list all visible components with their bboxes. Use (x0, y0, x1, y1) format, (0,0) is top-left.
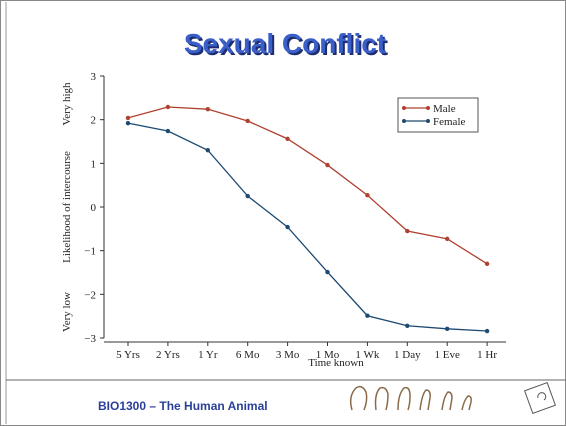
y-tick-label: −3 (84, 333, 96, 345)
y-tick-label: 2 (91, 115, 97, 127)
evolution-icon (349, 385, 472, 411)
x-tick-label: 1 Hr (477, 349, 497, 361)
y-tick-label: 0 (91, 202, 97, 214)
data-point (365, 193, 370, 198)
x-tick-label: 1 Day (394, 349, 421, 361)
data-point (245, 193, 250, 199)
y-tick-label: 1 (91, 158, 97, 170)
data-point (245, 118, 250, 124)
legend-marker (426, 119, 430, 123)
data-point (205, 106, 210, 112)
legend-label: Female (433, 116, 465, 128)
data-point (285, 224, 290, 230)
chart-title: Sexual Conflict (184, 28, 386, 59)
series-line (127, 122, 488, 332)
x-tick-label: 2 Yrs (156, 349, 180, 361)
y-tick-label: −2 (84, 289, 96, 301)
data-point (484, 261, 490, 266)
legend-marker (402, 106, 406, 110)
data-point (365, 313, 370, 318)
y-low-label: Very low (61, 292, 73, 332)
data-point (445, 326, 450, 332)
data-point (285, 136, 290, 142)
data-point (125, 115, 131, 121)
footer-text: BIO1300 – The Human Animal (98, 399, 268, 413)
data-point (405, 323, 410, 328)
legend-box (397, 97, 479, 133)
data-point (165, 104, 171, 110)
x-axis-title: Time known (308, 357, 364, 369)
y-tick-label: 3 (91, 71, 97, 83)
title-shadow: Sexual Conflict (186, 30, 388, 61)
x-tick-label: 1 Wk (355, 349, 379, 361)
spiral-icon (523, 381, 557, 415)
y-tick-label: −1 (84, 246, 96, 258)
legend-label: Male (433, 103, 456, 115)
y-high-label: Very high (61, 82, 73, 126)
data-point (325, 269, 330, 275)
x-tick-label: 6 Mo (236, 349, 260, 361)
x-tick-label: 1 Eve (435, 349, 460, 361)
data-point (125, 120, 131, 126)
data-point (484, 328, 490, 334)
data-point (325, 162, 330, 168)
x-tick-label: 1 Yr (198, 349, 218, 361)
x-tick-label: 3 Mo (276, 349, 300, 361)
data-point (405, 228, 410, 234)
y-axis-title: Likelihood of intercourse (61, 151, 73, 263)
x-tick-label: 5 Yrs (116, 349, 140, 361)
legend-marker (426, 106, 430, 110)
data-point (165, 128, 171, 134)
series-line (127, 106, 488, 265)
data-point (205, 148, 210, 153)
legend-marker (402, 119, 406, 123)
data-point (445, 236, 450, 242)
x-tick-label: 1 Mo (316, 349, 340, 361)
